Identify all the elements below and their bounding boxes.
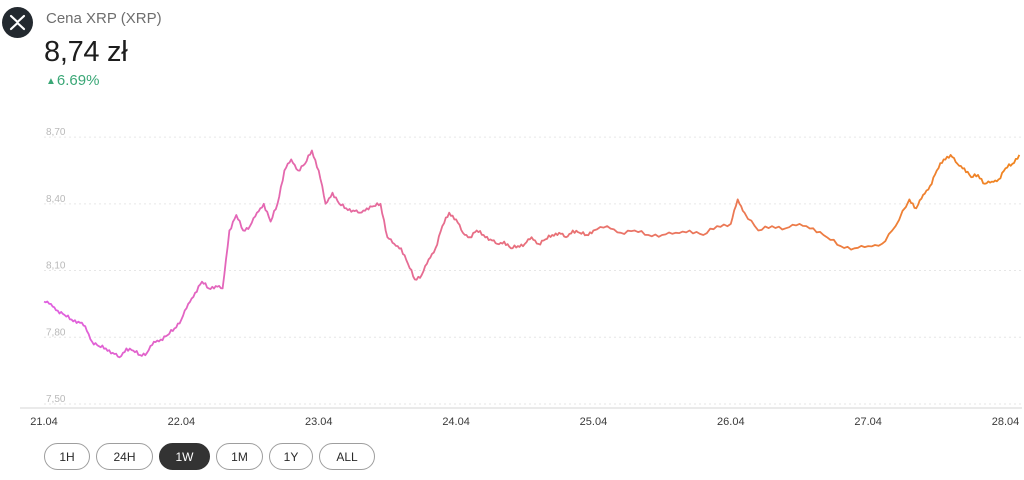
y-axis: 7,50 7,80 8,10 8,40 8,70 — [46, 127, 66, 405]
y-tick-label: 7,80 — [46, 327, 66, 338]
xrp-logo-icon — [2, 7, 33, 38]
range-button-1m[interactable]: 1M — [216, 443, 263, 470]
range-button-1h[interactable]: 1H — [44, 443, 90, 470]
coin-header: Cena XRP (XRP) 8,74 zł ▲6.69% — [0, 0, 400, 100]
range-button-1y[interactable]: 1Y — [269, 443, 313, 470]
x-tick-label: 28.04 — [992, 416, 1020, 428]
x-tick-label: 22.04 — [168, 416, 196, 428]
y-tick-label: 8,10 — [46, 261, 66, 272]
series-layer — [43, 149, 1021, 359]
price-chart[interactable]: 7,50 7,80 8,10 8,40 8,70 21.04 22.04 23.04 24.0… — [0, 100, 1024, 438]
y-tick-label: 8,40 — [46, 194, 66, 205]
x-tick-label: 25.04 — [580, 416, 608, 428]
y-tick-label: 8,70 — [46, 127, 66, 138]
x-tick-label: 21.04 — [30, 416, 58, 428]
current-price: 8,74 zł — [44, 36, 128, 68]
x-axis: 21.04 22.04 23.04 24.04 25.04 26.04 27.04 28.04 — [20, 407, 1022, 428]
range-button-1w[interactable]: 1W — [159, 443, 210, 470]
range-button-all[interactable]: ALL — [319, 443, 375, 470]
grid-lines — [44, 136, 1022, 405]
time-range-selector: 1H 24H 1W 1M 1Y ALL — [44, 443, 375, 471]
x-tick-label: 24.04 — [442, 416, 470, 428]
x-tick-label: 26.04 — [717, 416, 745, 428]
triangle-up-icon: ▲ — [46, 76, 56, 87]
price-line — [43, 149, 1021, 359]
price-change-value: 6.69% — [56, 72, 100, 89]
coin-name: Cena XRP (XRP) — [46, 10, 162, 27]
range-button-24h[interactable]: 24H — [96, 443, 153, 470]
x-tick-label: 23.04 — [305, 416, 333, 428]
y-tick-label: 7,50 — [46, 394, 66, 405]
x-tick-label: 27.04 — [854, 416, 882, 428]
price-change: ▲6.69% — [46, 72, 99, 89]
